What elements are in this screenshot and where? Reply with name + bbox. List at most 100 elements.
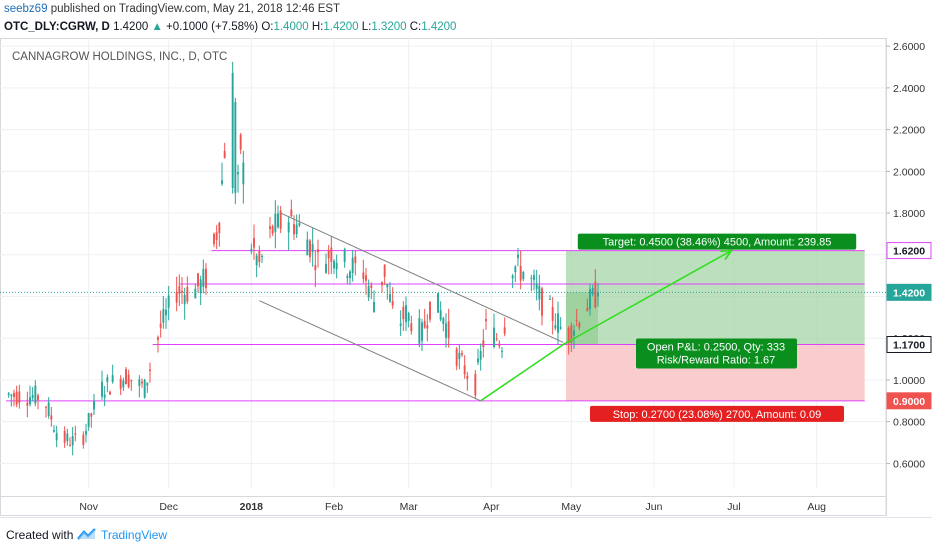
candle-body <box>31 394 34 398</box>
candle-body <box>367 286 370 298</box>
candle-body <box>333 261 335 269</box>
candle-body <box>578 322 581 328</box>
candle-body <box>530 277 533 279</box>
target-label-text: Target: 0.4500 (38.46%) 4500, Amount: 23… <box>603 237 832 249</box>
y-tick-label: 2.2000 <box>893 125 925 137</box>
x-tick-label: Dec <box>159 501 178 513</box>
candle-body <box>463 365 466 375</box>
candle-body <box>26 402 29 406</box>
candle-body <box>346 276 349 278</box>
publish-text: published on TradingView.com, May 21, 20… <box>50 3 341 15</box>
candle-body <box>474 373 477 396</box>
close-label: C: <box>409 21 422 33</box>
candle-body <box>421 322 423 341</box>
candle-body <box>239 134 242 150</box>
price-badge <box>886 335 932 353</box>
low-value: 1.3200 <box>371 21 407 33</box>
candle-body <box>514 266 517 273</box>
symbol-name: OTC_DLY:CGRW, D <box>4 21 110 33</box>
target-label-box <box>577 233 857 250</box>
price-chart[interactable]: CANNAGROW HOLDINGS, INC., D, OTC Target: … <box>0 38 932 517</box>
price-change: +0.1000 (+7.58%) <box>166 21 259 33</box>
candle-body <box>242 162 245 185</box>
candle-body <box>199 279 202 294</box>
price-badge-label: 0.9000 <box>893 396 925 408</box>
candle-body <box>103 394 106 398</box>
rr-text: Risk/Reward Ratio: 1.67 <box>657 354 776 366</box>
candle-body <box>559 326 562 329</box>
candle-body <box>362 272 365 279</box>
candle-body <box>594 281 597 308</box>
candle-body <box>293 224 295 235</box>
tradingview-brand[interactable]: TradingView <box>101 528 168 542</box>
candle-body <box>458 352 461 359</box>
candle-body <box>87 412 90 427</box>
candle-body <box>53 429 55 432</box>
candle-body <box>181 290 183 293</box>
candle-body <box>439 310 442 320</box>
candle-body <box>122 380 125 388</box>
footer: Created with TradingView <box>0 517 932 551</box>
y-tick-label: 0.8000 <box>893 417 925 429</box>
candle-body <box>13 393 15 397</box>
candle-body <box>277 213 279 228</box>
candle-body <box>511 275 514 279</box>
candle-body <box>517 254 519 259</box>
candle-body <box>215 232 218 240</box>
high-value: 1.4200 <box>323 21 359 33</box>
candle-body <box>82 434 85 445</box>
candle-body <box>159 323 162 328</box>
arrow-head-icon <box>720 249 734 261</box>
candle-body <box>597 292 599 297</box>
candle-body <box>442 318 445 325</box>
candle-body <box>90 413 93 417</box>
candle-body <box>501 350 503 352</box>
candle-body <box>327 250 330 259</box>
candle-body <box>255 255 258 266</box>
y-tick-label: 1.0000 <box>893 375 925 387</box>
candle-body <box>519 265 522 281</box>
pnl-box <box>636 338 797 369</box>
candle-body <box>447 321 450 339</box>
candle-body <box>402 306 405 320</box>
x-tick-label: Aug <box>807 501 826 513</box>
candle-body <box>45 406 47 408</box>
candle-body <box>426 325 429 329</box>
candle-body <box>343 249 346 262</box>
target-label: Target: 0.4500 (38.46%) 4500, Amount: 23… <box>577 233 857 250</box>
candle-body <box>109 391 111 395</box>
candle-body <box>175 291 178 303</box>
candle-body <box>591 288 594 295</box>
candle-body <box>381 281 383 286</box>
price-badge <box>886 242 932 260</box>
candle-body <box>258 251 261 262</box>
candle-body <box>399 323 402 326</box>
candle-body <box>503 327 506 334</box>
candle-body <box>34 385 37 404</box>
candle-body <box>66 433 69 442</box>
candle-body <box>101 381 103 397</box>
candle-body <box>237 172 239 175</box>
candle-body <box>317 249 319 253</box>
stop-label-box <box>590 405 844 422</box>
low-label: L: <box>361 21 372 33</box>
candle-body <box>311 244 314 252</box>
candle-body <box>29 397 31 405</box>
stop-label: Stop: 0.2700 (23.08%) 2700, Amount: 0.09 <box>590 405 844 422</box>
candle-body <box>218 222 221 234</box>
candle-body <box>127 374 130 388</box>
x-tick-label: Feb <box>325 501 343 513</box>
candle-body <box>410 323 413 332</box>
publish-info: seebz69 published on TradingView.com, Ma… <box>4 3 340 15</box>
last-price: 1.4200 <box>113 21 149 33</box>
up-arrow-icon: ▲ <box>151 21 163 33</box>
candle-body <box>269 226 271 229</box>
pnl-text: Open P&L: 0.2500, Qty: 333 <box>647 341 785 353</box>
candle-body <box>50 415 53 420</box>
x-tick-label: May <box>561 501 582 513</box>
author-name[interactable]: seebz69 <box>4 3 48 15</box>
candle-body <box>165 309 167 316</box>
price-badge-label: 1.4200 <box>893 287 925 299</box>
candle-body <box>533 275 535 280</box>
price-badge-label: 1.1700 <box>893 339 925 351</box>
